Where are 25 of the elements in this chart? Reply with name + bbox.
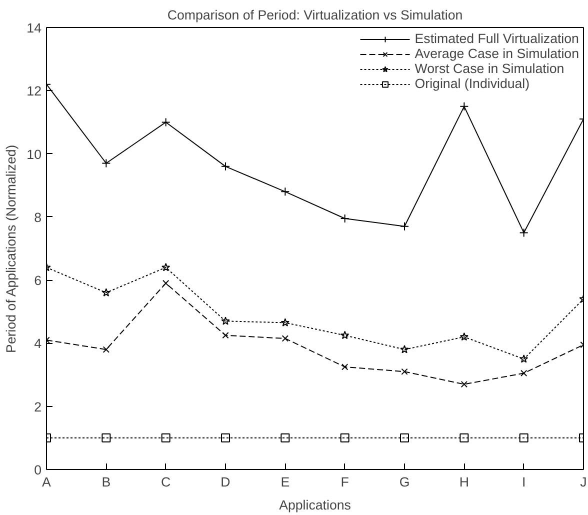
legend-label: Original (Individual) — [414, 76, 530, 91]
legend-label: Worst Case in Simulation — [414, 61, 564, 76]
x-tick-label: G — [399, 474, 410, 490]
x-tick-label: D — [220, 474, 230, 490]
y-axis-title: Period of Applications (Normalized) — [4, 144, 19, 353]
y-tick-label: 14 — [26, 20, 42, 36]
x-tick-label: I — [522, 474, 526, 490]
y-tick-label: 0 — [34, 462, 42, 478]
legend-label: Estimated Full Virtualization — [414, 31, 579, 46]
y-tick-label: 4 — [34, 336, 42, 352]
chart-title: Comparison of Period: Virtualization vs Simulation — [167, 8, 463, 22]
x-tick-label: E — [280, 474, 290, 490]
x-tick-label: J — [580, 474, 587, 490]
x-tick-label: F — [340, 474, 349, 490]
y-tick-label: 8 — [34, 210, 42, 225]
y-tick-label: 2 — [34, 399, 42, 414]
x-axis-title: Applications — [279, 498, 352, 512]
x-tick-label: H — [459, 474, 469, 490]
x-tick-label: B — [102, 474, 111, 490]
y-tick-label: 6 — [34, 273, 42, 288]
y-tick-label: 12 — [26, 84, 42, 99]
legend-label: Average Case in Simulation — [414, 46, 579, 61]
y-tick-label: 10 — [26, 146, 42, 162]
x-tick-label: A — [42, 474, 52, 490]
x-tick-label: C — [161, 474, 172, 490]
